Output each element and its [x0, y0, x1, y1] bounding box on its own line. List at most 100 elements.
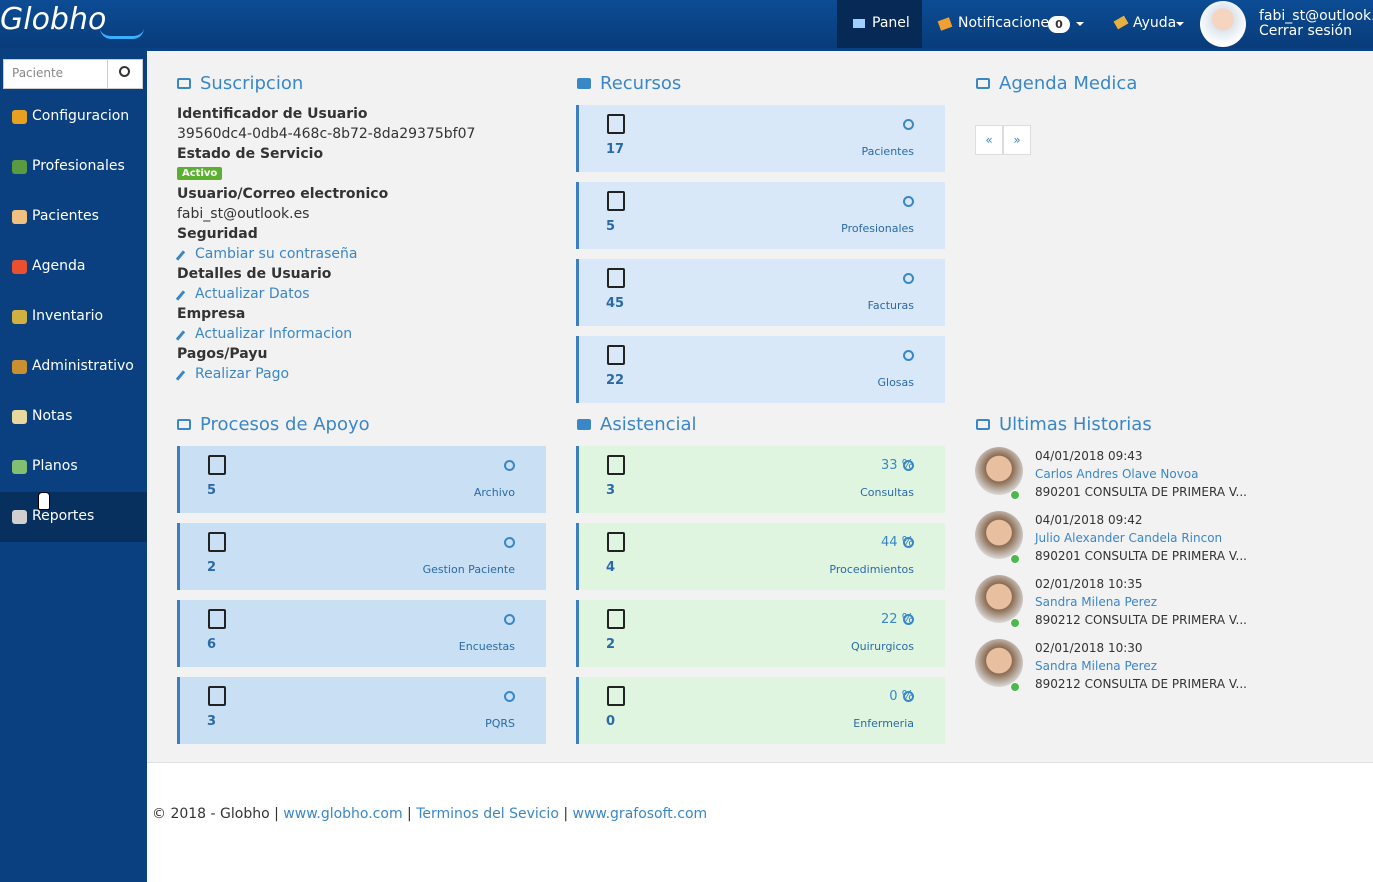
card-count: 5 — [207, 483, 217, 498]
nav-panel[interactable]: Panel — [872, 15, 910, 31]
menu-item[interactable]: Reportes — [32, 508, 95, 524]
history-name[interactable]: Sandra Milena Perez — [1035, 595, 1158, 609]
card-label[interactable]: Archivo — [473, 486, 515, 499]
card-label[interactable]: Consultas — [860, 486, 914, 499]
footer-link[interactable]: www.grafosoft.com — [572, 806, 708, 822]
history-description: 890212 CONSULTA DE PRIMERA V... — [1035, 677, 1247, 691]
card-label[interactable]: Facturas — [867, 299, 914, 312]
card[interactable] — [576, 105, 945, 172]
link-icon — [175, 370, 186, 381]
history-name[interactable]: Sandra Milena Perez — [1035, 659, 1158, 673]
field-label: Estado de Servicio — [177, 146, 324, 162]
pager-button[interactable]: » — [1003, 125, 1031, 155]
section-title: Asistencial — [600, 414, 697, 435]
card[interactable] — [576, 259, 945, 326]
card-count: 5 — [606, 219, 616, 234]
search-placeholder: Paciente — [12, 66, 64, 80]
field-link[interactable]: Realizar Pago — [195, 366, 290, 382]
field-label: Identificador de Usuario — [177, 106, 368, 122]
field-label: Seguridad — [177, 226, 258, 242]
card-search — [903, 691, 914, 702]
footer-text: © 2018 - Globho | www.globho.com | Termi… — [152, 806, 707, 822]
card-label[interactable]: Quirurgicos — [850, 640, 914, 653]
card-icon — [208, 609, 226, 629]
footer — [147, 762, 1373, 882]
nav-notifications[interactable]: Notificaciones — [958, 15, 1057, 31]
card[interactable] — [576, 677, 945, 744]
panel-tab[interactable] — [837, 0, 922, 48]
card[interactable] — [177, 446, 546, 513]
card-label[interactable]: Enfermeria — [853, 717, 914, 730]
card-label[interactable]: Profesionales — [841, 222, 914, 235]
caret — [1176, 22, 1184, 30]
card[interactable] — [576, 182, 945, 249]
card[interactable] — [576, 600, 945, 667]
history-name[interactable]: Carlos Andres Olave Novoa — [1035, 467, 1199, 481]
user-email[interactable]: fabi_st@outlook.es — [1259, 8, 1373, 24]
online-dot — [1010, 490, 1020, 500]
card-label[interactable]: Procedimientos — [829, 563, 914, 576]
user-avatar[interactable] — [1200, 1, 1246, 47]
pager-button[interactable]: « — [975, 125, 1003, 155]
card-icon — [607, 532, 625, 552]
card[interactable] — [576, 336, 945, 403]
history-description: 890212 CONSULTA DE PRIMERA V... — [1035, 613, 1247, 627]
link-icon — [175, 290, 186, 301]
menu-item[interactable]: Inventario — [32, 308, 104, 324]
section-icon — [177, 419, 191, 430]
menu-item[interactable]: Configuracion — [32, 108, 130, 124]
menu-item[interactable]: Agenda — [32, 258, 86, 274]
menu-item[interactable]: Planos — [32, 458, 78, 474]
history-description: 890201 CONSULTA DE PRIMERA V... — [1035, 549, 1247, 563]
card[interactable] — [177, 523, 546, 590]
patient-avatar — [975, 511, 1023, 559]
menu-item[interactable]: Profesionales — [32, 158, 125, 174]
link-icon — [175, 250, 186, 261]
card-label[interactable]: PQRS — [485, 717, 515, 730]
search-icon — [119, 66, 130, 77]
logo[interactable]: Globho — [0, 2, 107, 37]
card-percent: 0 % — [889, 689, 914, 704]
card-count: 4 — [606, 560, 616, 575]
card-icon — [208, 455, 226, 475]
menu-item[interactable]: Administrativo — [32, 358, 134, 374]
section-icon — [177, 78, 191, 89]
card[interactable] — [576, 446, 945, 513]
card-label[interactable]: Glosas — [877, 376, 914, 389]
section-icon — [577, 419, 591, 430]
section-title: Recursos — [600, 73, 682, 94]
copyright: © 2018 - Globho — [152, 806, 270, 822]
card-search — [903, 460, 914, 471]
field-link[interactable]: Cambiar su contraseña — [195, 246, 358, 262]
separator: | — [274, 806, 279, 822]
search-input[interactable] — [3, 59, 109, 89]
field-label: Pagos/Payu — [177, 346, 268, 362]
logout[interactable]: Cerrar sesión — [1259, 23, 1352, 39]
menu-icon — [12, 410, 27, 424]
section-title: Agenda Medica — [999, 73, 1138, 94]
menu-icon — [12, 210, 27, 224]
card-label[interactable]: Pacientes — [861, 145, 914, 158]
menu-icon — [12, 460, 27, 474]
card-search — [504, 537, 515, 548]
history-name[interactable]: Julio Alexander Candela Rincon — [1035, 531, 1223, 545]
card-count: 2 — [606, 637, 616, 652]
link-icon — [175, 330, 186, 341]
menu-item[interactable]: Pacientes — [32, 208, 99, 224]
menu-item[interactable]: Notas — [32, 408, 73, 424]
nav-help[interactable]: Ayuda — [1133, 15, 1177, 31]
field-link[interactable]: Actualizar Informacion — [195, 326, 353, 342]
card[interactable] — [576, 523, 945, 590]
card-label[interactable]: Gestion Paciente — [422, 563, 515, 576]
field-link[interactable]: Actualizar Datos — [195, 286, 310, 302]
card[interactable] — [177, 677, 546, 744]
footer-link[interactable]: Terminos del Sevicio — [416, 806, 559, 822]
patient-avatar — [975, 639, 1023, 687]
card-label[interactable]: Encuestas — [458, 640, 515, 653]
panel-icon — [853, 19, 865, 28]
card[interactable] — [177, 600, 546, 667]
card-percent: 44 % — [880, 535, 914, 550]
footer-link[interactable]: www.globho.com — [283, 806, 403, 822]
notif-badge[interactable]: 0 — [1048, 16, 1070, 33]
